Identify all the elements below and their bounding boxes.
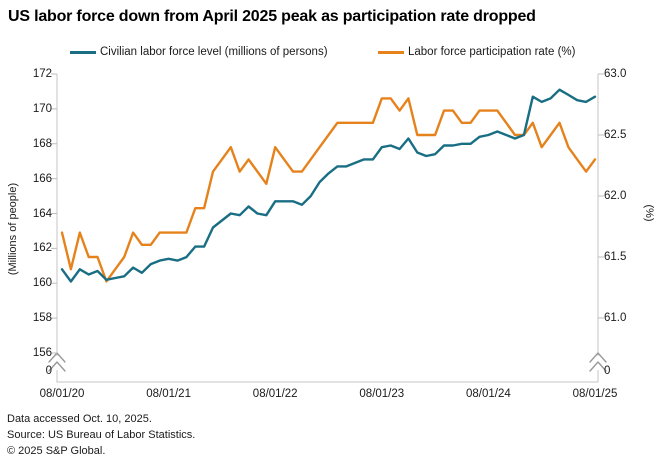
y-left-tick-label: 160	[32, 277, 52, 290]
y-left-zero-label: 0	[45, 365, 52, 377]
y-right-tick-label: 62.0	[604, 190, 627, 202]
footnote-source: Source: US Bureau of Labor Statistics.	[7, 429, 196, 441]
right-axis-break-mark	[589, 361, 607, 372]
legend-label-participation-rate: Labor force participation rate (%)	[408, 46, 576, 58]
y-right-tick-label: 61.0	[604, 312, 627, 324]
y-left-tick-label: 162	[32, 242, 52, 255]
y-left-tick-label: 172	[32, 68, 52, 80]
y-right-tick-label: 62.5	[604, 129, 627, 141]
participation-rate-line	[60, 97, 597, 283]
chart-title: US labor force down from April 2025 peak…	[8, 8, 536, 25]
x-axis-tick-label: 08/01/21	[146, 388, 191, 400]
left-axis-title: (Millions of people)	[7, 182, 19, 276]
y-right-tick-label: 63.0	[604, 68, 627, 80]
x-axis-tick-label: 08/01/23	[359, 388, 405, 400]
y-right-zero-label: 0	[604, 365, 611, 377]
y-left-tick-label: 156	[32, 347, 52, 359]
x-axis-tick-label: 08/01/25	[572, 388, 618, 400]
labor-force-line-swatch	[70, 50, 96, 54]
left-axis-break-mark	[48, 361, 66, 372]
footnote-copyright: © 2025 S&P Global.	[7, 445, 106, 457]
participation-rate-line-swatch	[378, 50, 404, 54]
chart-footnotes: Data accessed Oct. 10, 2025. Source: US …	[7, 411, 195, 459]
y-left-tick-label: 170	[32, 102, 52, 115]
labor-force-line	[60, 88, 597, 283]
y-left-tick-label: 164	[32, 207, 52, 220]
footnote-data-accessed: Data accessed Oct. 10, 2025.	[7, 413, 152, 425]
legend-item-labor-force: Civilian labor force level (millions of …	[70, 45, 328, 59]
x-axis-tick-label: 08/01/24	[466, 388, 511, 400]
x-axis-tick-label: 08/01/22	[252, 388, 298, 400]
right-axis-break-mark	[589, 352, 607, 363]
legend-label-labor-force: Civilian labor force level (millions of …	[100, 46, 328, 58]
right-axis-title: (%)	[643, 204, 655, 222]
y-right-tick-label: 61.5	[604, 251, 627, 263]
legend-item-participation-rate: Labor force participation rate (%)	[378, 45, 575, 59]
y-left-tick-label: 158	[32, 312, 52, 325]
chart-legend: Civilian labor force level (millions of …	[0, 45, 660, 61]
y-left-tick-label: 168	[32, 137, 52, 150]
x-axis-tick-label: 08/01/20	[39, 388, 85, 400]
y-left-tick-label: 166	[32, 172, 52, 185]
